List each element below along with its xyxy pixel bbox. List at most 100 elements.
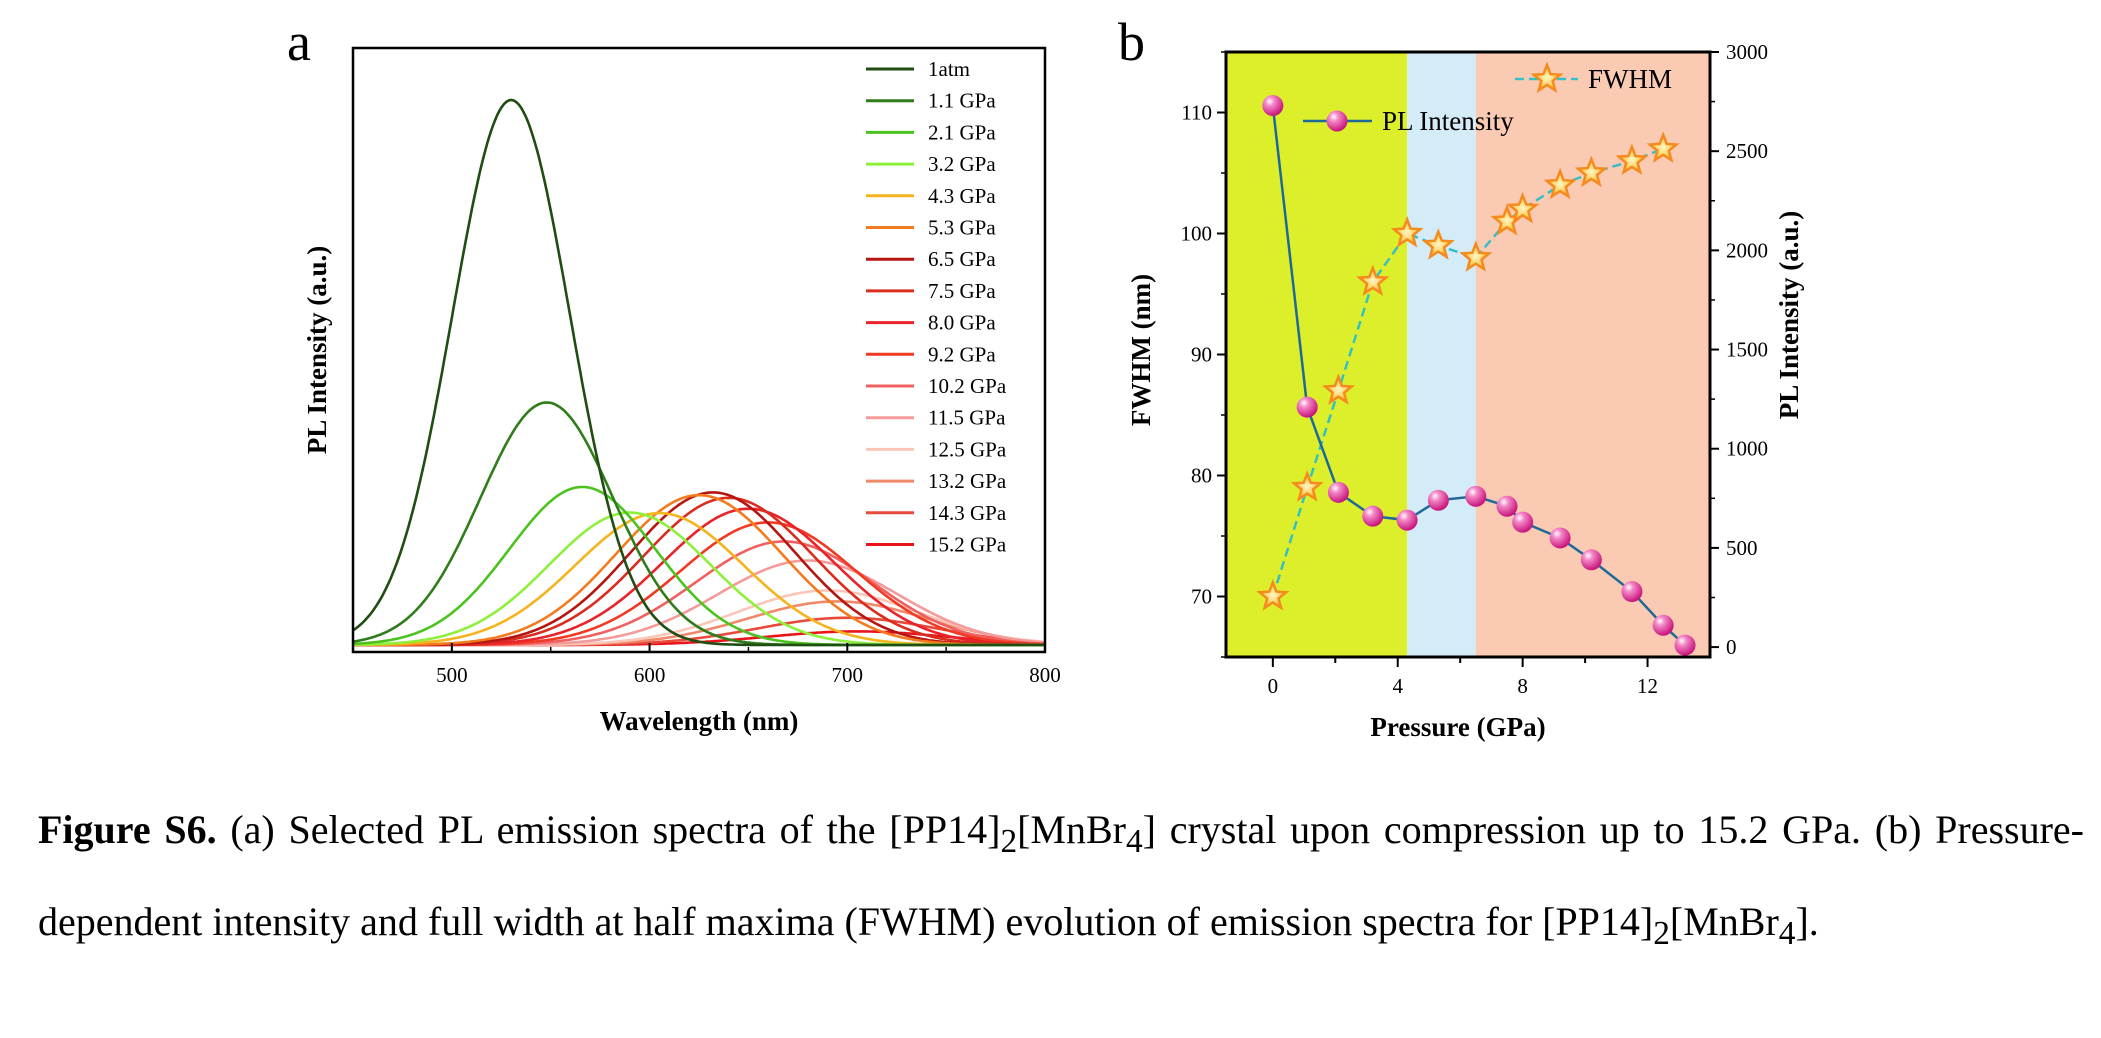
legend-label: 13.2 GPa (928, 469, 1007, 493)
pl-intensity-point (1674, 634, 1696, 656)
y-axis-title: PL Intensity (a.u.) (302, 246, 332, 455)
right-y-tick-label: 1000 (1726, 437, 1768, 461)
fwhm-point (1574, 155, 1608, 188)
panel-a: a 500 600 700 800 Wavelength (nm) PL Intens… (287, 12, 1061, 736)
fwhm-point (1256, 579, 1290, 611)
pl-intensity-point (1262, 95, 1284, 117)
spectra-curves (353, 98, 1045, 647)
panel-b-letter: b (1118, 12, 1145, 72)
legend-label: FWHM (1588, 64, 1672, 94)
fwhm-point (1646, 131, 1680, 163)
legend-label: 2.1 GPa (928, 120, 996, 144)
pressure-regions (1226, 52, 1710, 657)
pl-intensity-point (1580, 549, 1602, 571)
right-y-tick-label: 0 (1726, 635, 1737, 659)
fwhm-point (1543, 167, 1577, 200)
pl-intensity-point (1327, 481, 1349, 503)
right-y-tick-label: 1500 (1726, 338, 1768, 362)
legend-label: 12.5 GPa (928, 437, 1007, 461)
pl-intensity-point (1427, 489, 1449, 511)
figure-caption: Figure S6. (a) Selected PL emission spec… (38, 790, 2084, 974)
left-y-tick-label: 90 (1191, 343, 1212, 367)
spectrum-curve-5.3-gpa (353, 493, 1045, 647)
caption-sub-2: 4 (1126, 823, 1143, 860)
right-y-tick-label: 3000 (1726, 40, 1768, 64)
figure-s6: a 500 600 700 800 Wavelength (nm) PL Intens… (287, 12, 1804, 742)
fwhm-point (1321, 373, 1355, 405)
x-axis-title: Wavelength (nm) (600, 706, 799, 736)
x-axis-ticks: 500 600 700 800 (352, 643, 1061, 687)
legend-label: 6.5 GPa (928, 247, 996, 271)
legend-label: 14.3 GPa (928, 501, 1007, 525)
legend-star-marker (1530, 61, 1564, 94)
fwhm-point (1506, 191, 1540, 224)
x-tick-label: 12 (1637, 674, 1658, 698)
x-axis-ticks: 0 4 8 12 (1268, 657, 1658, 698)
right-y-axis-ticks: 0 500 1000 1500 2000 2500 3000 (1710, 40, 1768, 659)
pl-intensity-point (1621, 581, 1643, 603)
caption-sub-4: 4 (1778, 915, 1796, 952)
legend-label: 9.2 GPa (928, 342, 996, 366)
left-y-tick-label: 110 (1181, 101, 1212, 125)
spectrum-curve-1atm (353, 98, 1045, 647)
pl-intensity-point (1362, 505, 1384, 527)
legend-label: 1.1 GPa (928, 89, 996, 113)
x-tick-label: 500 (436, 663, 468, 687)
x-axis-title: Pressure (GPa) (1370, 712, 1545, 742)
legend-label: 5.3 GPa (928, 216, 996, 240)
fwhm-point (1290, 470, 1324, 502)
right-y-tick-label: 500 (1726, 536, 1758, 560)
pl-intensity-point (1549, 527, 1571, 549)
caption-text-3: ] crystal upon compression up to 15.2 GP… (38, 807, 2085, 944)
panel-a-letter: a (287, 12, 311, 72)
pl-intensity-point (1652, 614, 1674, 636)
caption-sub-1: 2 (1000, 823, 1018, 860)
legend: FWHM PL Intensity (1303, 61, 1672, 136)
legend-label: 4.3 GPa (928, 184, 996, 208)
pl-intensity-point (1296, 396, 1318, 418)
legend-label: 15.2 GPa (928, 533, 1007, 557)
pl-intensity-point (1396, 509, 1418, 531)
legend: 1atm 1.1 GPa 2.1 GPa 3.2 GPa 4.3 GPa 5.3 GPa 6… (866, 57, 1007, 557)
left-y-axis-ticks: 70 80 90 100 110 (1181, 51, 1226, 658)
x-tick-label: 700 (832, 663, 864, 687)
pressure-region (1226, 52, 1408, 657)
pl-intensity-point (1465, 485, 1487, 507)
right-y-tick-label: 2500 (1726, 139, 1768, 163)
caption-sub-3: 2 (1653, 915, 1670, 952)
legend-label: 3.2 GPa (928, 152, 996, 176)
fwhm-point (1390, 216, 1424, 248)
fwhm-point (1615, 143, 1649, 176)
fwhm-point (1356, 264, 1390, 297)
caption-text-1: (a) Selected PL emission spectra of the … (216, 807, 1001, 852)
x-tick-label: 800 (1029, 663, 1061, 687)
right-y-axis-title: PL Intensity (a.u.) (1774, 211, 1804, 420)
pl-intensity-point (1496, 495, 1518, 517)
legend-label: 7.5 GPa (928, 279, 996, 303)
series-markers (1256, 95, 1696, 656)
fwhm-point (1459, 240, 1493, 272)
caption-text-5: ]. (1795, 899, 1819, 944)
caption-text-2: [MnBr (1017, 807, 1126, 852)
x-tick-label: 4 (1392, 674, 1403, 698)
pressure-region (1407, 52, 1476, 657)
x-tick-label: 8 (1517, 674, 1528, 698)
right-y-tick-label: 2000 (1726, 238, 1768, 262)
legend-label: 11.5 GPa (928, 406, 1006, 430)
panel-a-frame (351, 46, 1047, 654)
fwhm-point (1421, 228, 1455, 260)
left-y-tick-label: 100 (1181, 222, 1213, 246)
left-y-tick-label: 80 (1191, 464, 1212, 488)
legend-label: 10.2 GPa (928, 374, 1007, 398)
caption-text-4: [MnBr (1669, 899, 1779, 944)
pl-intensity-point (1512, 511, 1534, 533)
x-tick-label: 600 (634, 663, 666, 687)
panel-b: b 0 4 8 12 70 80 90 100 110 0 500 1000 1500 2000 250… (1118, 12, 1804, 742)
left-y-tick-label: 70 (1191, 585, 1212, 609)
legend-label: PL Intensity (1382, 106, 1514, 136)
legend-label: 1atm (928, 57, 970, 81)
left-y-axis-title: FWHM (nm) (1126, 274, 1156, 426)
legend-label: 8.0 GPa (928, 311, 996, 335)
x-tick-label: 0 (1268, 674, 1279, 698)
caption-label: Figure S6. (38, 807, 217, 852)
